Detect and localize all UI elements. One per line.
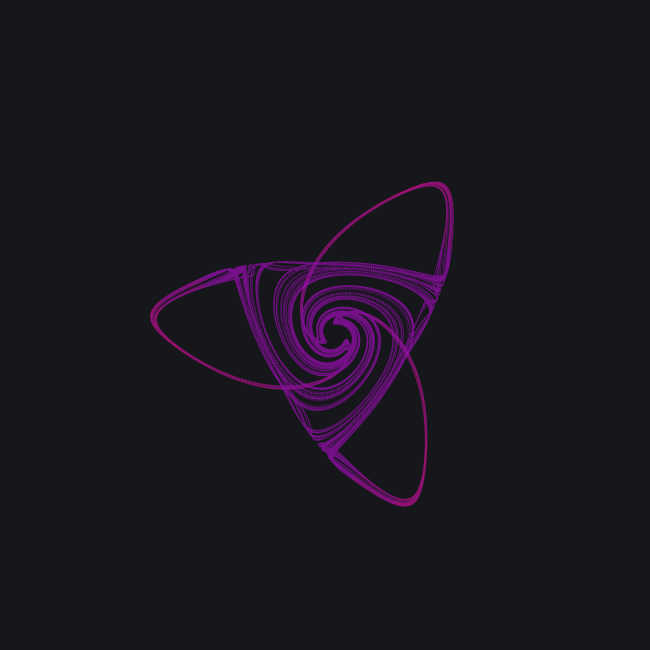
point-cloud (150, 181, 454, 507)
point-band (202, 243, 452, 480)
point-band (150, 181, 453, 507)
